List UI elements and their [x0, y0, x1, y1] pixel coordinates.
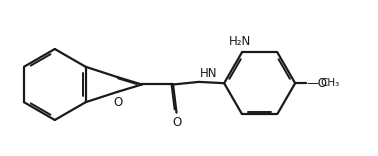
Text: O: O [172, 116, 181, 129]
Text: HN: HN [200, 67, 217, 80]
Text: H₂N: H₂N [229, 35, 251, 48]
Text: CH₃: CH₃ [321, 78, 340, 88]
Text: —O: —O [307, 77, 328, 90]
Text: O: O [114, 96, 123, 109]
